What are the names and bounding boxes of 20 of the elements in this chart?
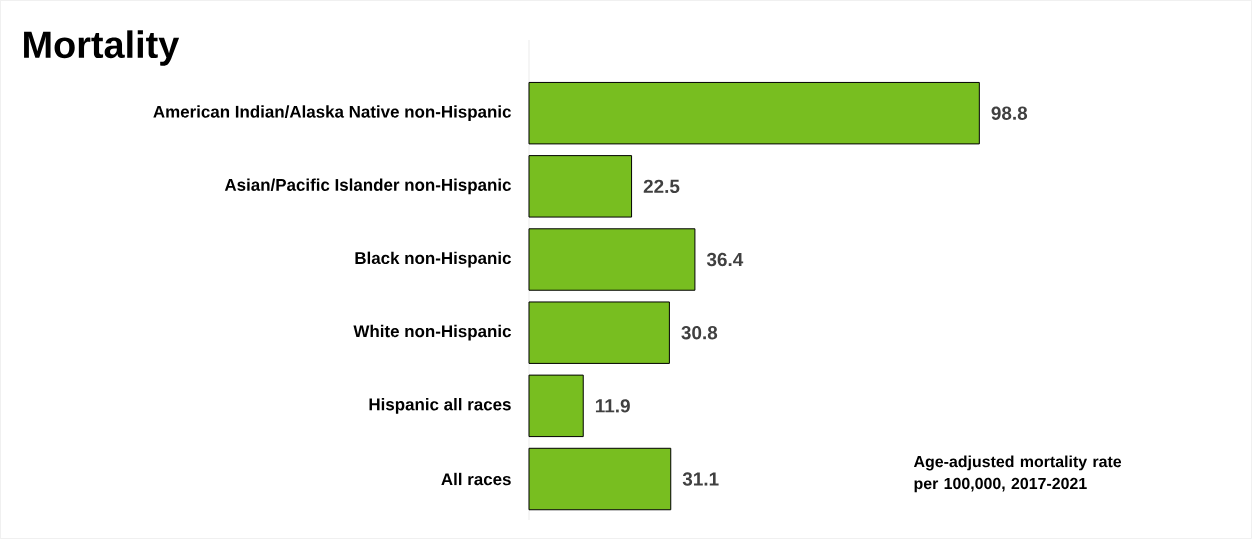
data-label: 31.1 <box>682 472 719 486</box>
data-label: 36.4 <box>706 252 744 267</box>
y-tick-label: American Indian/Alaska Native non-Hispanic <box>153 105 511 122</box>
bar <box>528 374 584 438</box>
y-tick-label: Black non-Hispanic <box>355 251 511 268</box>
y-tick-label: White non-Hispanic <box>353 324 511 341</box>
text: Mortality <box>24 30 180 66</box>
bar <box>528 155 633 218</box>
annotation: Age-adjusted mortality rate per 100,000, 2017-2021 <box>913 455 1122 493</box>
data-label: 11.9 <box>595 399 630 413</box>
bar <box>528 81 980 145</box>
y-tick-label: All races <box>441 472 511 486</box>
bar <box>528 301 670 364</box>
y-tick-label: Hispanic all races <box>369 397 511 414</box>
data-label: 30.8 <box>681 325 718 340</box>
bar <box>528 228 696 291</box>
data-label: 98.8 <box>991 106 1028 120</box>
bar <box>528 447 672 511</box>
y-tick-label: Asian/Pacific Islander non-Hispanic <box>224 178 511 195</box>
data-label: 22.5 <box>643 179 680 194</box>
